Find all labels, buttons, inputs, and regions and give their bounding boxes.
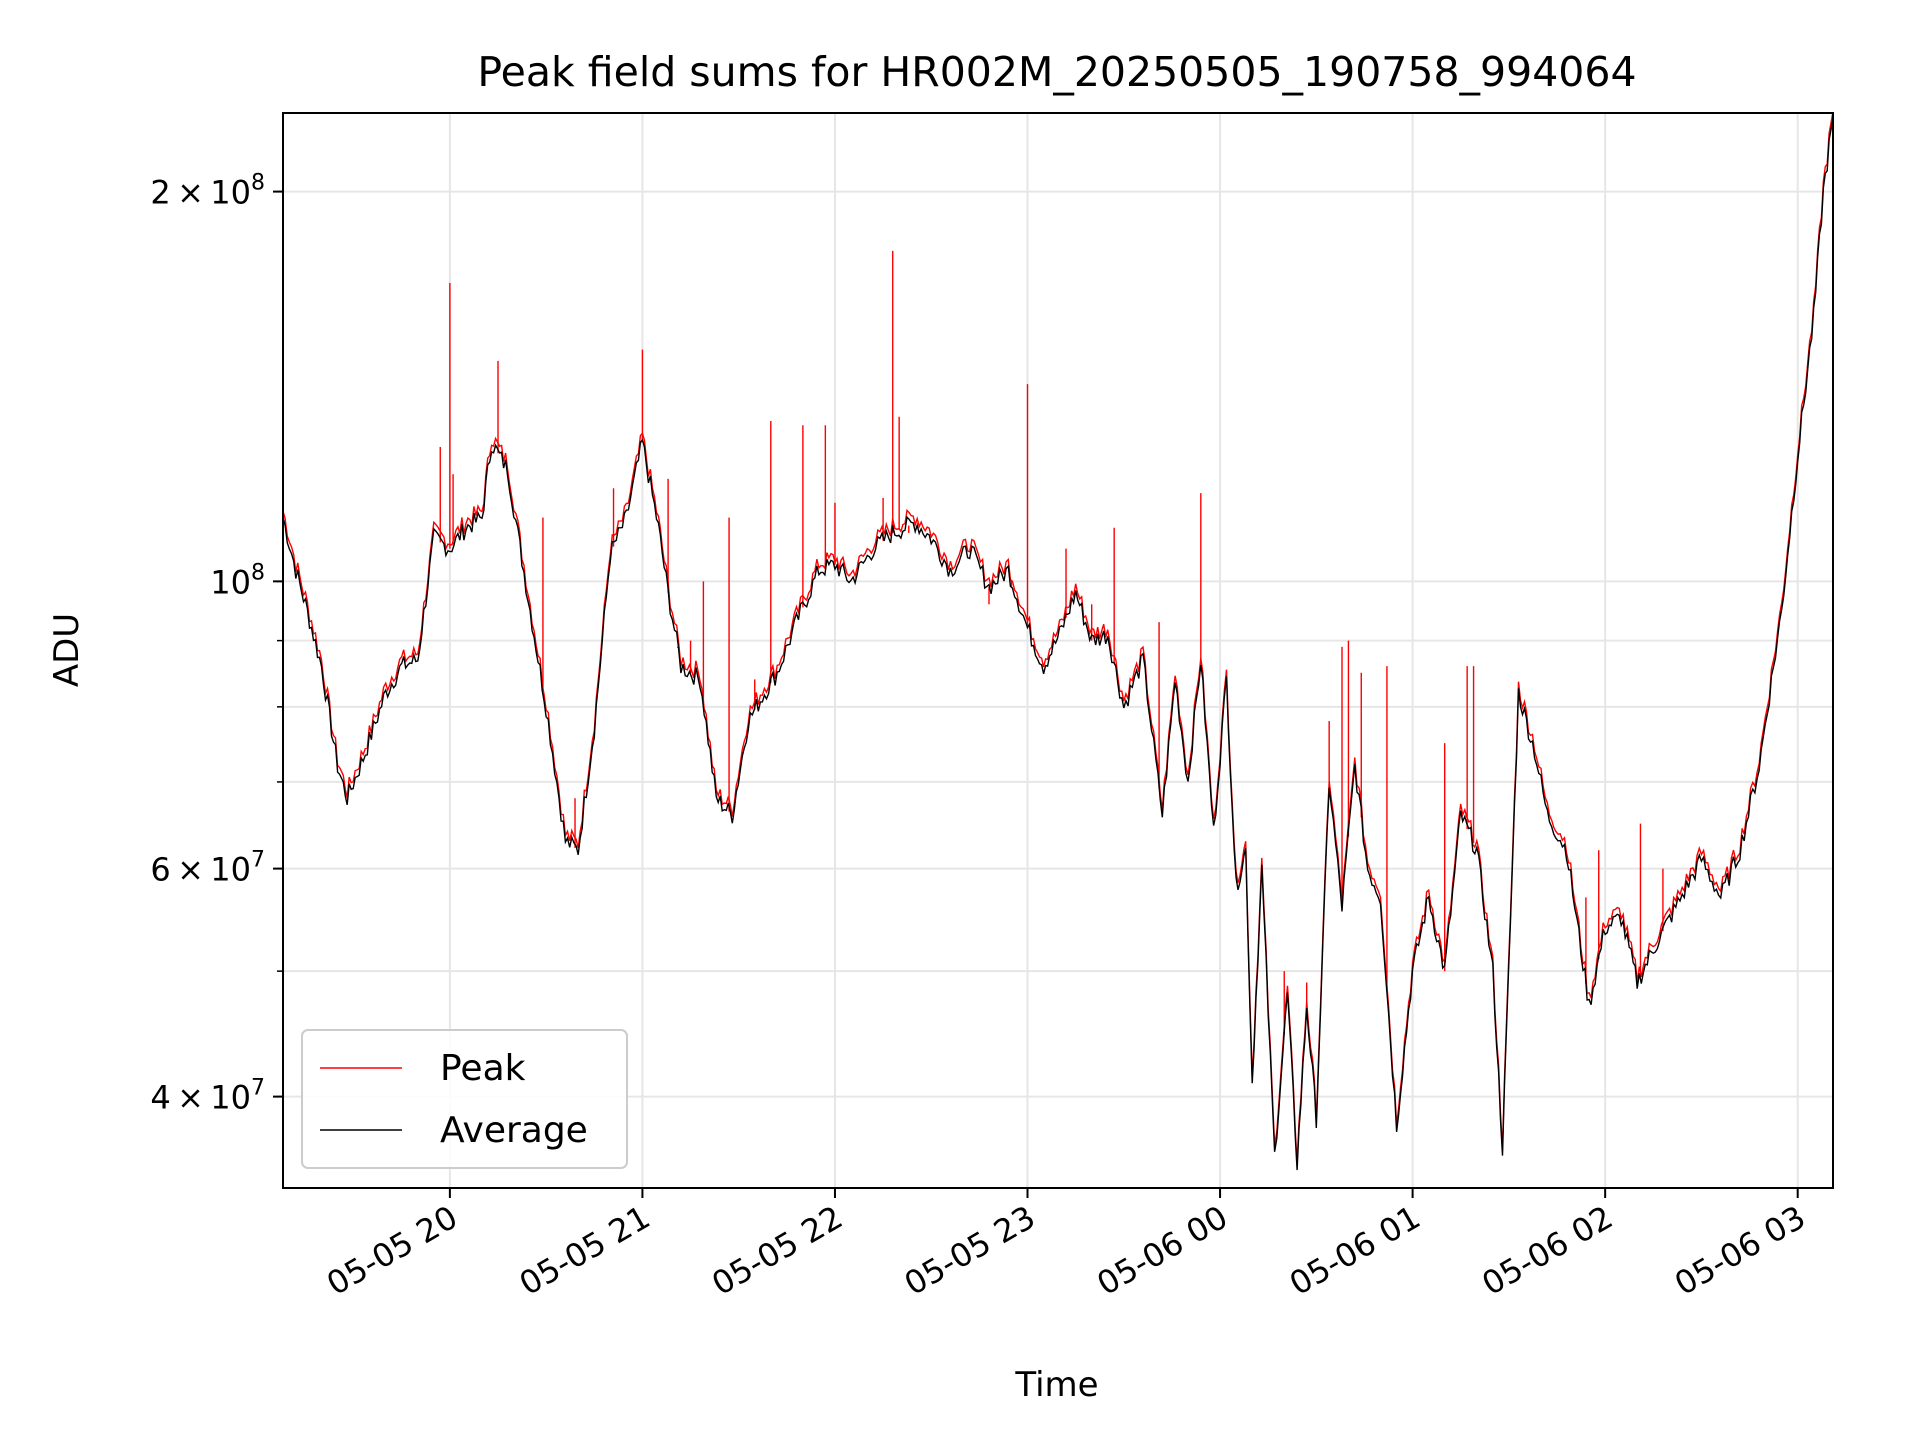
y-axis-title: ADU: [47, 613, 87, 687]
legend-label-peak: Peak: [440, 1048, 526, 1089]
y-tick-label: 4 × 107: [150, 1076, 265, 1117]
y-axis: 2 × 108 108 6 × 107 4 × 107: [150, 171, 283, 1117]
legend-label-average: Average: [440, 1110, 588, 1151]
legend: Peak Average: [301, 1029, 628, 1169]
y-tick-label: 108: [210, 560, 265, 601]
series-peak-line: [283, 113, 1833, 1164]
y-tick-label: 2 × 108: [150, 171, 265, 212]
y-tick-label: 6 × 107: [150, 848, 265, 889]
x-axis-title: Time: [1014, 1365, 1098, 1405]
plot-frame: [282, 112, 1834, 1189]
plot-layer: [283, 113, 1833, 1171]
chart-title: Peak field sums for HR002M_20250505_1907…: [477, 48, 1636, 96]
legend-box: [301, 1029, 628, 1169]
series-average-line: [283, 117, 1833, 1171]
grid-layer: [283, 113, 1833, 1188]
